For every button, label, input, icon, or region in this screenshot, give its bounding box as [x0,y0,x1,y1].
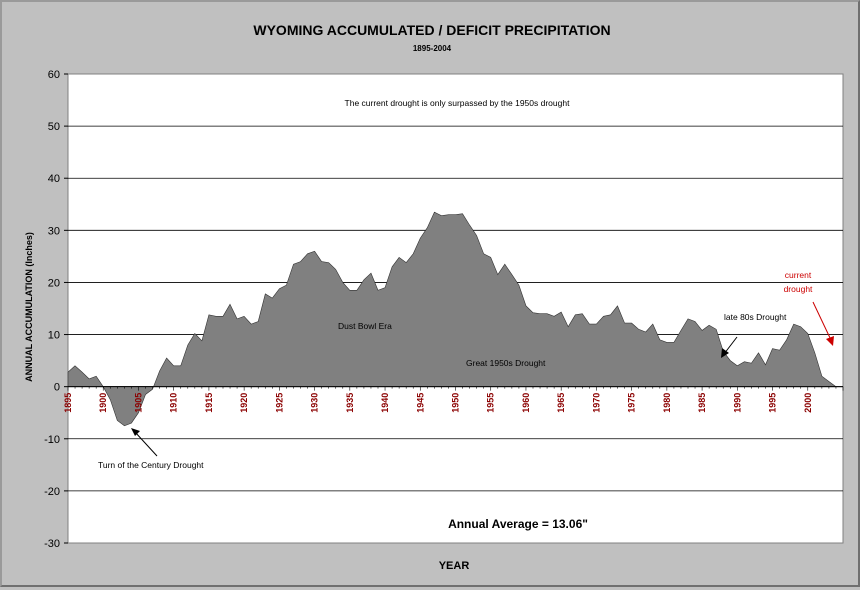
x-tick-label: 1910 [169,393,179,413]
x-tick-label: 1940 [380,393,390,413]
x-tick-label: 1905 [134,393,144,413]
x-tick-label: 1960 [521,393,531,413]
x-tick-label: 1925 [274,393,284,413]
x-tick-label: 1995 [768,393,778,413]
y-tick-label: 40 [48,173,60,185]
x-tick-label: 1965 [556,393,566,413]
y-tick-label: 30 [48,225,60,237]
x-tick-label: 1975 [627,393,637,413]
annual-average-label: Annual Average = 13.06" [448,517,588,531]
y-tick-label: 0 [54,382,60,394]
x-tick-label: 1985 [697,393,707,413]
y-tick-labels: 60 50 40 30 20 10 0 -10 -20 -30 [44,69,68,550]
y-tick-label: 60 [48,69,60,81]
x-tick-labels: 1895 1900 1905 1910 1915 1920 1925 1930 1935 1940… [63,386,844,413]
y-tick-label: 10 [48,330,60,342]
current-drought-label-1: current [785,270,812,280]
x-tick-label: 2000 [803,393,813,413]
y-tick-label: 20 [48,277,60,289]
x-axis-label: YEAR [439,560,470,572]
x-tick-label: 1900 [98,393,108,413]
x-tick-label: 1950 [451,393,461,413]
current-drought-arrowhead [826,336,834,346]
x-tick-label: 1970 [591,393,601,413]
y-tick-label: 50 [48,121,60,133]
x-tick-label: 1945 [415,393,425,413]
turn-of-century-arrow [134,431,158,457]
late-80s-label: late 80s Drought [724,312,787,322]
y-tick-label: -20 [44,486,60,498]
x-tick-label: 1895 [63,393,73,413]
current-drought-label-2: drought [784,284,813,294]
x-tick-label: 1980 [662,393,672,413]
chart-subtitle: 1895-2004 [413,44,452,53]
y-tick-label: -10 [44,434,60,446]
x-tick-label: 1955 [486,393,496,413]
y-tick-label: -30 [44,538,60,550]
chart-title: WYOMING ACCUMULATED / DEFICIT PRECIPITAT… [253,22,610,38]
current-drought-arrow [812,301,832,341]
x-tick-label: 1990 [732,393,742,413]
top-note: The current drought is only surpassed by… [345,98,571,108]
great-1950s-label: Great 1950s Drought [466,358,546,368]
x-tick-label: 1930 [310,393,320,413]
x-tick-label: 1915 [204,393,214,413]
x-tick-label: 1920 [239,393,249,413]
turn-of-century-label: Turn of the Century Drought [98,460,204,470]
accumulation-area [67,211,837,427]
dust-bowl-label: Dust Bowl Era [338,321,392,331]
late-80s-arrowhead [721,348,729,358]
turn-of-century-arrowhead [131,428,140,436]
x-tick-label: 1935 [345,393,355,413]
y-axis-label: ANNUAL ACCUMULATION (Inches) [24,232,34,382]
